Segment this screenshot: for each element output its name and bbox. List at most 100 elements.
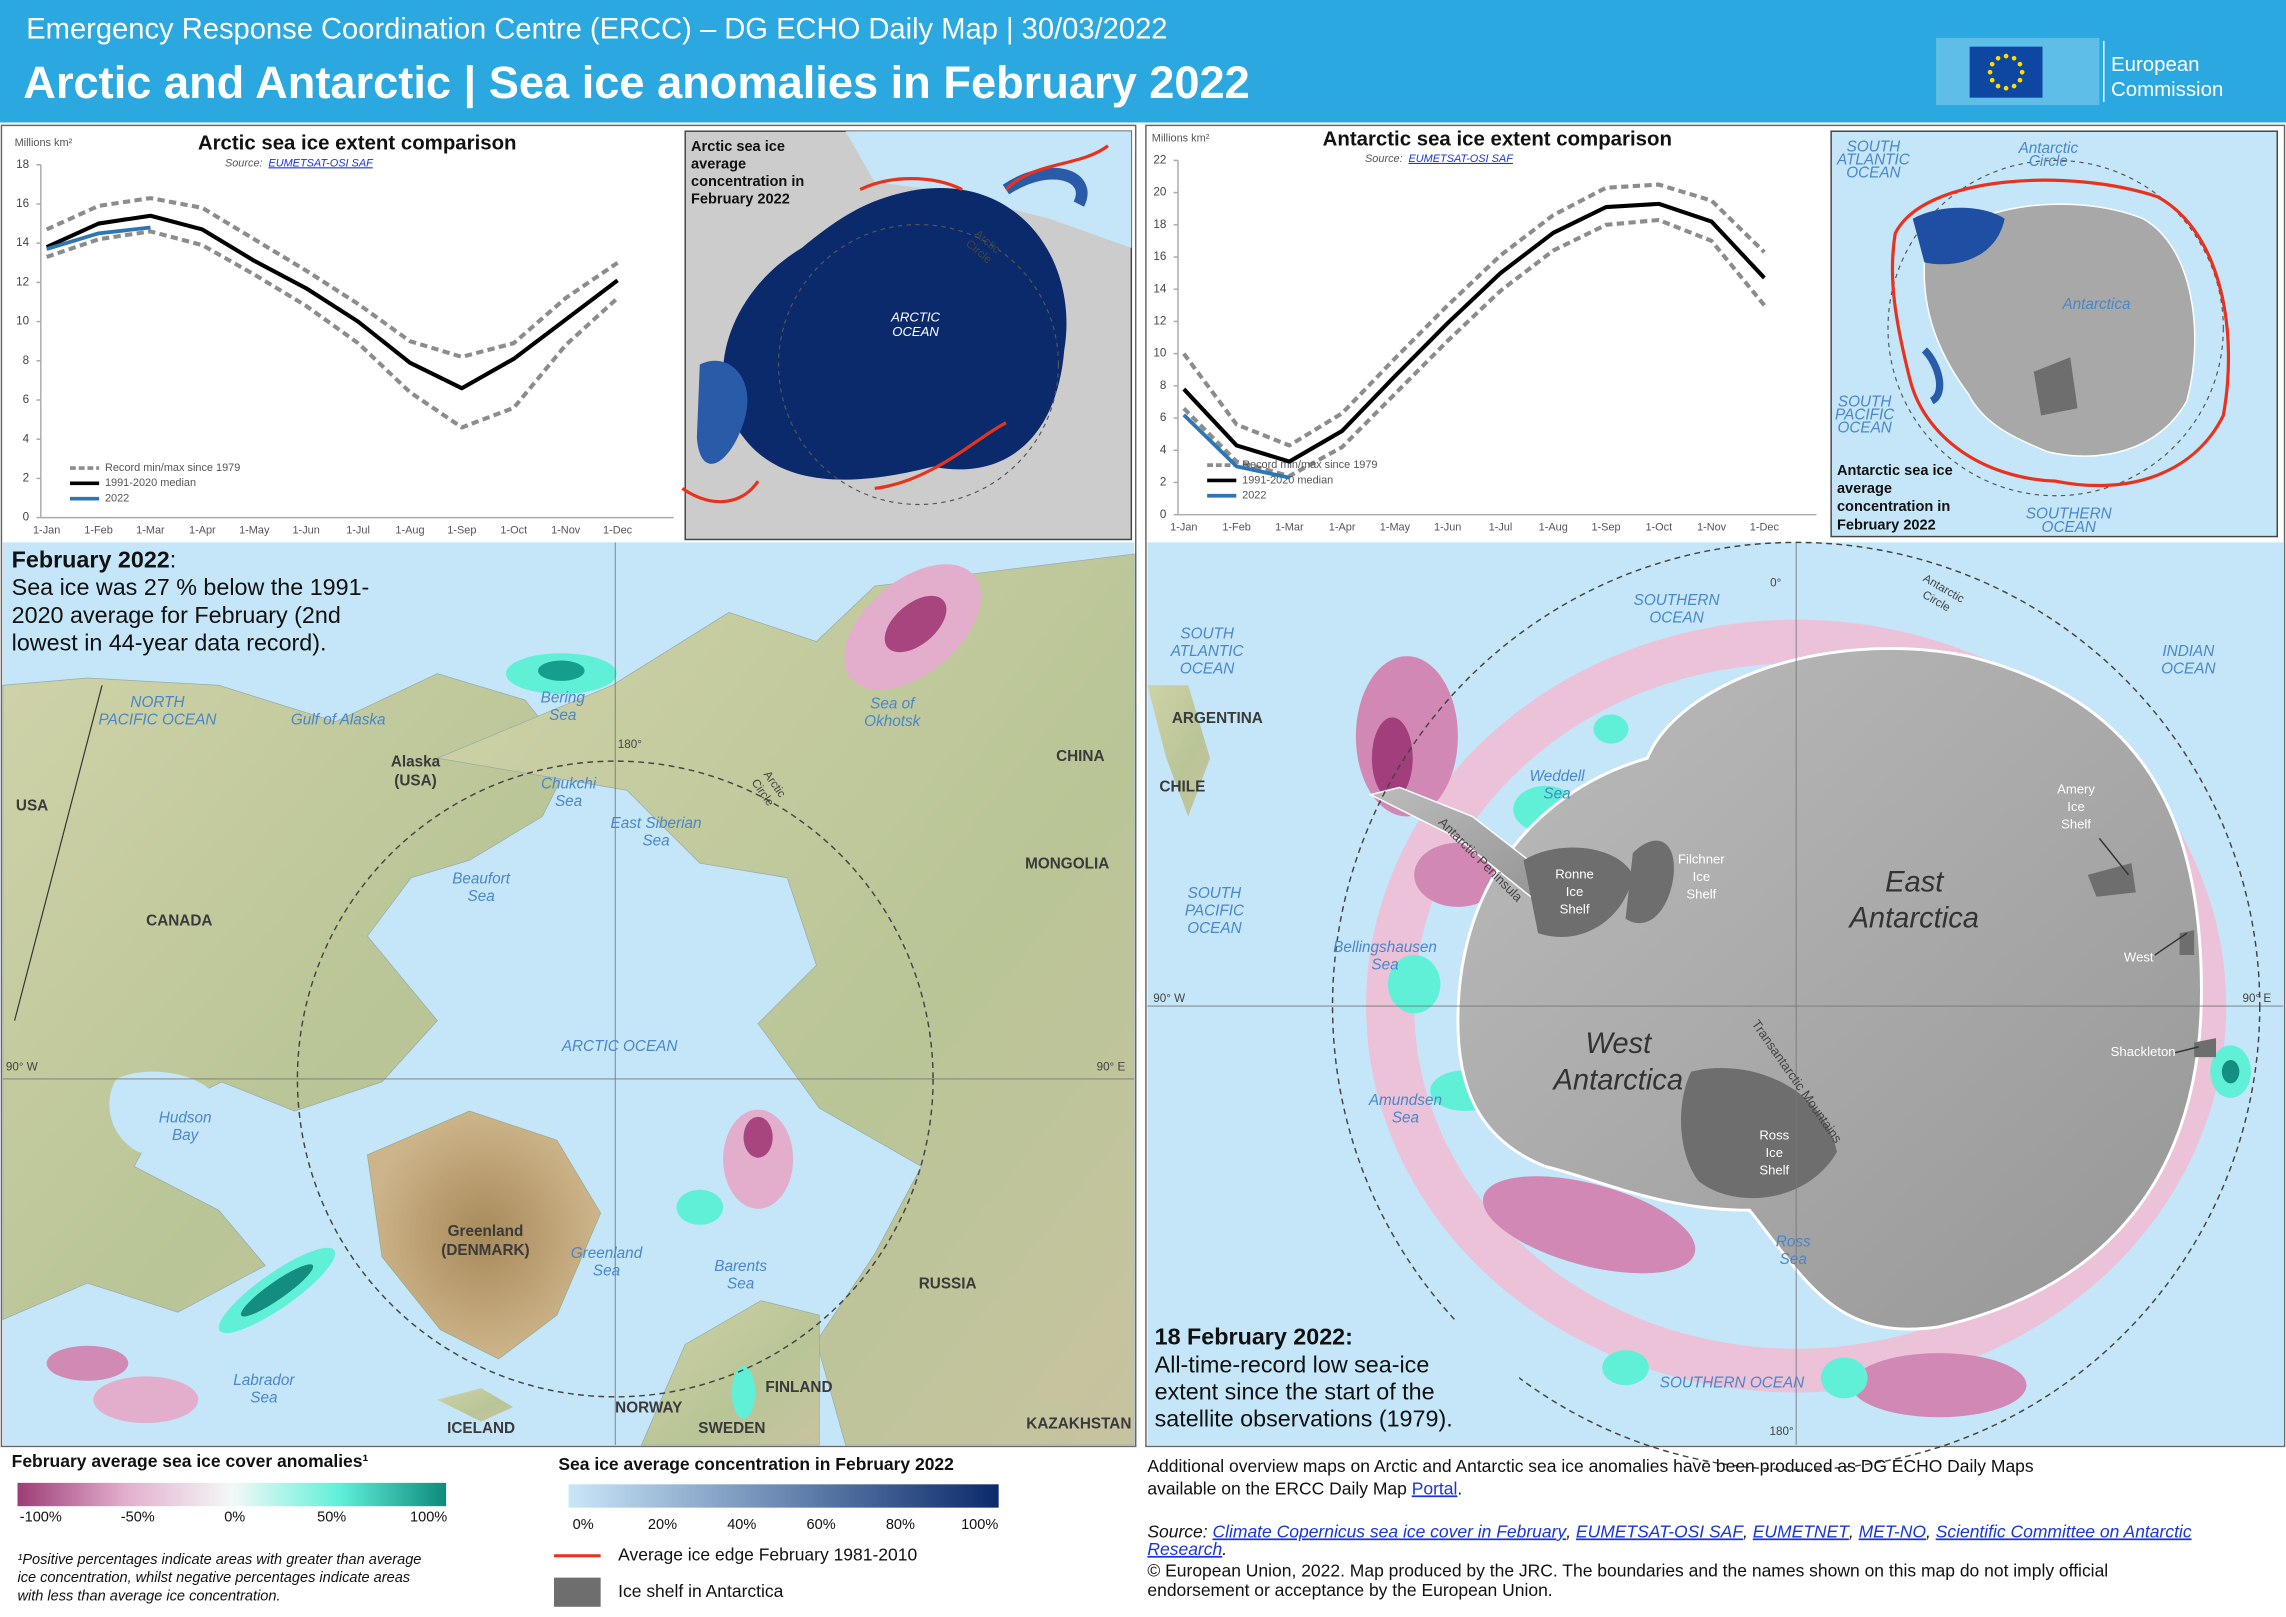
region-label: West [1585, 1028, 1653, 1060]
sea-label: Sea [727, 1276, 754, 1293]
text: Source: [1147, 1521, 1212, 1541]
note-line: extent since the start of the [1155, 1378, 1435, 1404]
link[interactable]: Research [1147, 1539, 1222, 1559]
text: , [1743, 1521, 1753, 1541]
y-tick-label: 6 [1160, 411, 1166, 424]
eu-star [1987, 69, 1993, 75]
chart-title: Antarctic sea ice extent comparison [1323, 128, 1672, 150]
sea-label: East Siberian [611, 815, 702, 832]
note-line: satellite observations (1979). [1155, 1405, 1453, 1431]
sea-label: SOUTH [1180, 625, 1234, 642]
legend-label: Average ice edge February 1981-2010 [618, 1544, 917, 1564]
shelf-label: Ronne [1555, 866, 1594, 881]
antarctic-note-box [1151, 1319, 1520, 1440]
country-label: CHINA [1056, 748, 1104, 765]
x-tick-label: 1-Apr [1329, 522, 1356, 534]
inset-title: February 2022 [691, 192, 790, 208]
note-title: 18 February 2022: [1155, 1324, 1353, 1350]
y-tick-label: 12 [16, 275, 29, 288]
x-tick-label: 1-Nov [551, 525, 581, 537]
series-line [46, 225, 151, 251]
x-tick-label: 1-May [1380, 522, 1411, 534]
shelf-label: Shelf [1759, 1162, 1789, 1177]
note-title-text: February 2022 [12, 547, 170, 573]
colorbar-label: 100% [961, 1517, 998, 1533]
sea-label: Sea [1392, 1109, 1419, 1126]
y-tick-label: 6 [23, 393, 29, 406]
y-tick-label: 2 [23, 471, 29, 484]
y-tick-label: 8 [23, 354, 29, 367]
sea-label: Sea [555, 793, 582, 810]
shelf-label: Shackleton [2111, 1044, 2176, 1059]
link[interactable]: MET-NO [1859, 1521, 1927, 1541]
shelf-label: Amery [2057, 782, 2095, 797]
legend-label: Record min/max since 1979 [1242, 459, 1377, 471]
sea-label: OCEAN [2161, 660, 2216, 677]
shelf-label: West [2124, 949, 2154, 964]
x-tick-label: 1-Oct [1645, 522, 1672, 534]
colorbar-label: 20% [648, 1517, 677, 1533]
sea-label: ATLANTIC [1170, 643, 1245, 660]
country-label: (USA) [394, 773, 436, 790]
sea-label: Ross [1776, 1233, 1811, 1250]
x-tick-label: 1-Jan [33, 525, 60, 537]
sea-label: ARCTIC OCEAN [561, 1038, 679, 1055]
x-tick-label: 1-Oct [500, 525, 527, 537]
antarctic-inset [1830, 130, 2278, 538]
eu-star [1995, 55, 2001, 61]
header-band [0, 0, 2286, 123]
x-tick-label: 1-Jan [1170, 522, 1197, 534]
legend: February average sea ice cover anomalies… [12, 1451, 999, 1607]
shelf-label: Ice [1766, 1145, 1783, 1160]
country-label: CHILE [1159, 778, 1205, 795]
link[interactable]: Climate Copernicus sea ice cover in Febr… [1212, 1521, 1567, 1541]
y-tick-label: 16 [1153, 250, 1166, 263]
footnote: ¹Positive percentages indicate areas wit… [17, 1552, 421, 1568]
footer-source: Source: Climate Copernicus sea ice cover… [1147, 1521, 2191, 1541]
y-tick-label: 14 [16, 236, 29, 249]
shelf-label: Shelf [1560, 901, 1590, 916]
inset-label: SOUTH [1847, 138, 1901, 155]
header-subtitle: Emergency Response Coordination Centre (… [26, 13, 1167, 45]
country-label: FINLAND [765, 1379, 832, 1396]
x-tick-label: 1-Aug [1539, 522, 1568, 534]
link[interactable]: Portal [1412, 1478, 1458, 1498]
eu-star [2011, 55, 2017, 61]
footer-additional: available on the ERCC Daily Map Portal. [1147, 1478, 1462, 1498]
sea-label: Sea [468, 888, 495, 905]
inset-title: average [691, 157, 746, 173]
legend-title: Sea ice average concentration in Februar… [558, 1454, 954, 1474]
text: . [1457, 1478, 1462, 1498]
x-tick-label: 1-Sep [447, 525, 476, 537]
y-tick-label: 8 [1160, 379, 1166, 392]
link[interactable]: EUMETNET [1753, 1521, 1850, 1541]
legend-label: 2022 [105, 493, 129, 505]
shelf-label: Ice [1566, 884, 1583, 899]
eu-star [2017, 77, 2023, 83]
country-label: RUSSIA [919, 1276, 977, 1293]
eu-logo: European Commission [1936, 37, 2223, 105]
sea-label: Bellingshausen [1333, 939, 1437, 956]
sea-label: Amundsen [1368, 1092, 1442, 1109]
sea-label: Sea [1371, 956, 1398, 973]
y-axis-label: Millions km² [15, 137, 73, 149]
y-tick-label: 2 [1160, 476, 1166, 489]
inset-title: Arctic sea ice [691, 139, 785, 155]
inset-label: OCEAN [1846, 165, 1901, 182]
footer-source: Research. [1147, 1539, 1227, 1559]
country-label: Greenland [448, 1223, 524, 1240]
country-label: MONGOLIA [1025, 856, 1109, 873]
graticule-label: 0° [1770, 576, 1781, 589]
region-label: East [1885, 866, 1945, 898]
country-label: USA [16, 797, 48, 814]
inset-label: Antarctic [2018, 140, 2079, 157]
antarctic-map [1147, 541, 2284, 1471]
copyright: © European Union, 2022. Map produced by … [1147, 1560, 2108, 1580]
link[interactable]: Scientific Committee on Antarctic [1936, 1521, 2192, 1541]
link[interactable]: EUMETSAT-OSI SAF [1576, 1521, 1744, 1541]
graticule-label: 90° W [6, 1060, 38, 1073]
series-line [45, 196, 619, 359]
copyright: endorsement or acceptance by the Europea… [1147, 1580, 1552, 1600]
y-tick-label: 16 [16, 197, 29, 210]
